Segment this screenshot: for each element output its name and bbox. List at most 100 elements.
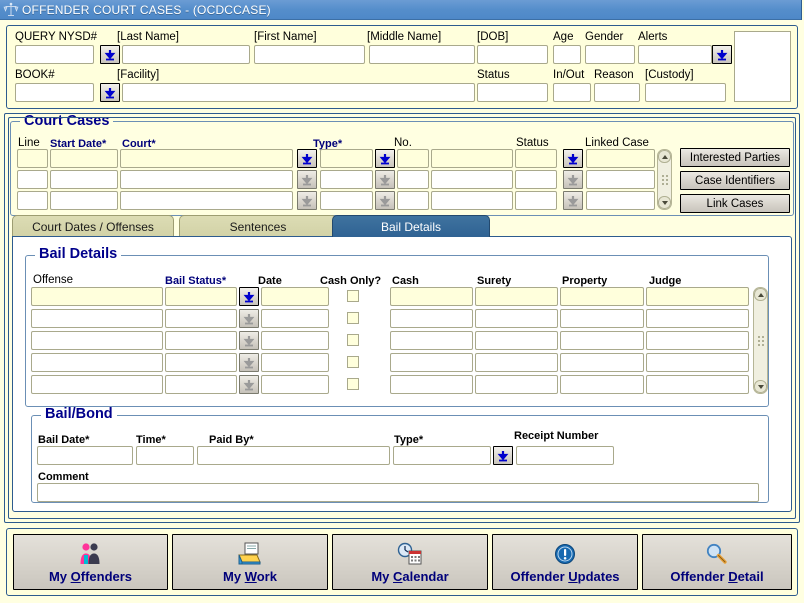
tab-bail-details[interactable]: Bail Details (332, 215, 490, 237)
cell-judge[interactable] (646, 331, 749, 350)
status-input[interactable] (477, 83, 548, 102)
cell-offense[interactable] (31, 309, 163, 328)
cell-no-detail[interactable] (431, 170, 513, 189)
nysd-dropdown-button[interactable] (100, 45, 120, 64)
offender-updates-button[interactable]: Offender Updates (492, 534, 638, 590)
cell-bail-status[interactable] (165, 375, 237, 394)
cell-status[interactable] (515, 149, 557, 168)
cell-date[interactable] (261, 309, 329, 328)
cell-no-detail[interactable] (431, 149, 513, 168)
cell-judge[interactable] (646, 287, 749, 306)
cell-start-date[interactable] (50, 149, 118, 168)
cell-cash[interactable] (390, 309, 473, 328)
paid-by-input[interactable] (197, 446, 390, 465)
my-work-button[interactable]: My Work (172, 534, 328, 590)
cell-surety[interactable] (475, 375, 558, 394)
cell-property[interactable] (560, 331, 644, 350)
cell-judge[interactable] (646, 309, 749, 328)
cell-surety[interactable] (475, 353, 558, 372)
cell-court[interactable] (120, 191, 293, 210)
cell-line[interactable] (17, 191, 48, 210)
cell-surety[interactable] (475, 331, 558, 350)
court-dropdown-button[interactable] (297, 191, 317, 210)
comment-input[interactable] (37, 483, 759, 502)
court-cases-scrollbar[interactable] (657, 149, 672, 210)
cell-no-detail[interactable] (431, 191, 513, 210)
cell-property[interactable] (560, 287, 644, 306)
cell-court[interactable] (120, 149, 293, 168)
cell-property[interactable] (560, 353, 644, 372)
alerts-input[interactable] (638, 45, 712, 64)
cell-status[interactable] (515, 170, 557, 189)
cell-cash-only-checkbox[interactable] (347, 378, 359, 390)
cell-offense[interactable] (31, 375, 163, 394)
triangle-up-icon[interactable] (754, 288, 767, 301)
nysd-input[interactable] (15, 45, 94, 64)
cell-line[interactable] (17, 149, 48, 168)
cell-status[interactable] (515, 191, 557, 210)
bail-status-dropdown-button[interactable] (239, 287, 259, 306)
bail-status-dropdown-button[interactable] (239, 331, 259, 350)
bail-status-dropdown-button[interactable] (239, 375, 259, 394)
cell-property[interactable] (560, 309, 644, 328)
bail-status-dropdown-button[interactable] (239, 353, 259, 372)
court-dropdown-button[interactable] (297, 149, 317, 168)
cell-cash-only-checkbox[interactable] (347, 356, 359, 368)
cell-cash-only-checkbox[interactable] (347, 312, 359, 324)
cell-property[interactable] (560, 375, 644, 394)
cell-linked-case[interactable] (586, 170, 655, 189)
cell-offense[interactable] (31, 353, 163, 372)
interested-parties-button[interactable]: Interested Parties (680, 148, 790, 167)
bail-details-scrollbar[interactable] (753, 287, 768, 394)
cell-judge[interactable] (646, 375, 749, 394)
my-offenders-button[interactable]: My Offenders (13, 534, 168, 590)
gender-input[interactable] (585, 45, 635, 64)
type-dropdown-button[interactable] (375, 149, 395, 168)
custody-input[interactable] (645, 83, 726, 102)
cell-court[interactable] (120, 170, 293, 189)
cell-date[interactable] (261, 375, 329, 394)
cell-judge[interactable] (646, 353, 749, 372)
case-identifiers-button[interactable]: Case Identifiers (680, 171, 790, 190)
offender-detail-button[interactable]: Offender Detail (642, 534, 792, 590)
status-dropdown-button[interactable] (563, 191, 583, 210)
cell-cash[interactable] (390, 375, 473, 394)
first-name-input[interactable] (254, 45, 365, 64)
cell-line[interactable] (17, 170, 48, 189)
cell-bail-status[interactable] (165, 309, 237, 328)
cell-cash[interactable] (390, 287, 473, 306)
tab-sentences[interactable]: Sentences (179, 215, 337, 237)
cell-date[interactable] (261, 331, 329, 350)
status-dropdown-button[interactable] (563, 149, 583, 168)
triangle-down-icon[interactable] (658, 196, 671, 209)
cell-type[interactable] (320, 191, 373, 210)
cell-offense[interactable] (31, 287, 163, 306)
my-calendar-button[interactable]: My Calendar (332, 534, 488, 590)
cell-cash[interactable] (390, 331, 473, 350)
cell-surety[interactable] (475, 287, 558, 306)
cell-no[interactable] (397, 191, 429, 210)
cell-date[interactable] (261, 353, 329, 372)
cell-start-date[interactable] (50, 191, 118, 210)
cell-bail-status[interactable] (165, 353, 237, 372)
age-input[interactable] (553, 45, 581, 64)
link-cases-button[interactable]: Link Cases (680, 194, 790, 213)
alerts-dropdown-button[interactable] (712, 45, 732, 64)
cell-no[interactable] (397, 170, 429, 189)
tab-court-dates-offenses[interactable]: Court Dates / Offenses (12, 215, 174, 237)
cell-surety[interactable] (475, 309, 558, 328)
cell-type[interactable] (320, 149, 373, 168)
reason-input[interactable] (594, 83, 640, 102)
type-dropdown-button[interactable] (375, 170, 395, 189)
cell-no[interactable] (397, 149, 429, 168)
last-name-input[interactable] (122, 45, 250, 64)
receipt-number-input[interactable] (516, 446, 614, 465)
type-dropdown-button[interactable] (493, 446, 513, 465)
middle-name-input[interactable] (369, 45, 475, 64)
cell-bail-status[interactable] (165, 331, 237, 350)
cell-type[interactable] (320, 170, 373, 189)
cell-cash-only-checkbox[interactable] (347, 334, 359, 346)
bail-date-input[interactable] (37, 446, 133, 465)
cell-start-date[interactable] (50, 170, 118, 189)
type-dropdown-button[interactable] (375, 191, 395, 210)
